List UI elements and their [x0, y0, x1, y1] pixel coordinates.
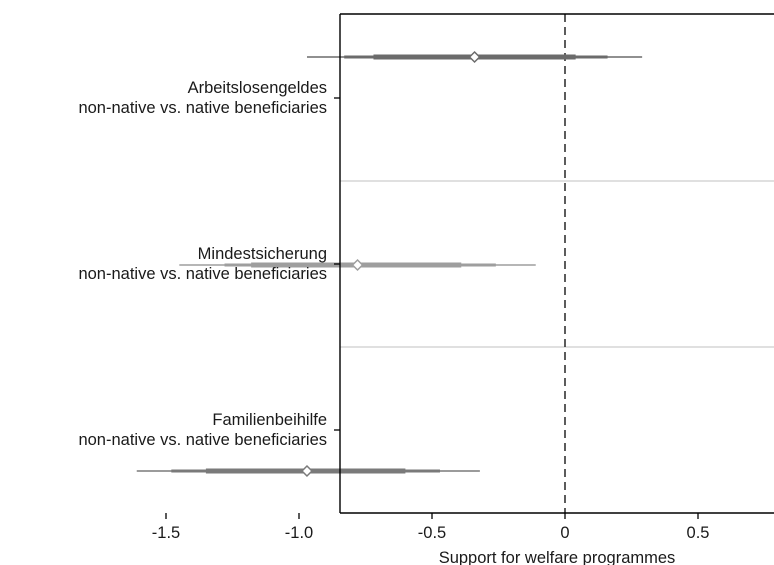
y-label-3-line2: non-native vs. native beneficiaries [78, 431, 327, 449]
y-label-1-line2: non-native vs. native beneficiaries [78, 99, 327, 117]
x-axis: -1.5-1.0-0.500.51.01.5 [152, 513, 710, 542]
y-axis-labels: Arbeitslosengeldes non-native vs. native … [78, 79, 340, 449]
x-axis-title: Support for welfare programmes [439, 549, 676, 565]
x-tick-label: 0 [560, 524, 569, 542]
row-2-estimate [179, 258, 536, 272]
x-tick-label: -0.5 [418, 524, 446, 542]
x-tick-label: -1.0 [285, 524, 313, 542]
row-separators [340, 180, 774, 348]
estimate-bars [136, 50, 643, 478]
y-label-3-line1: Familienbeihilfe [212, 411, 327, 429]
y-label-1-line1: Arbeitslosengeldes [188, 79, 327, 97]
x-tick-label: 0.5 [687, 524, 710, 542]
y-label-2-line2: non-native vs. native beneficiaries [78, 265, 327, 283]
point-estimate-marker [468, 50, 481, 64]
row-1-estimate [306, 50, 643, 64]
row-3-estimate [136, 464, 480, 478]
point-estimate-marker [300, 464, 314, 478]
point-estimate-marker [351, 258, 364, 272]
y-label-2-line1: Mindestsicherung [198, 245, 327, 263]
x-tick-label: -1.5 [152, 524, 180, 542]
